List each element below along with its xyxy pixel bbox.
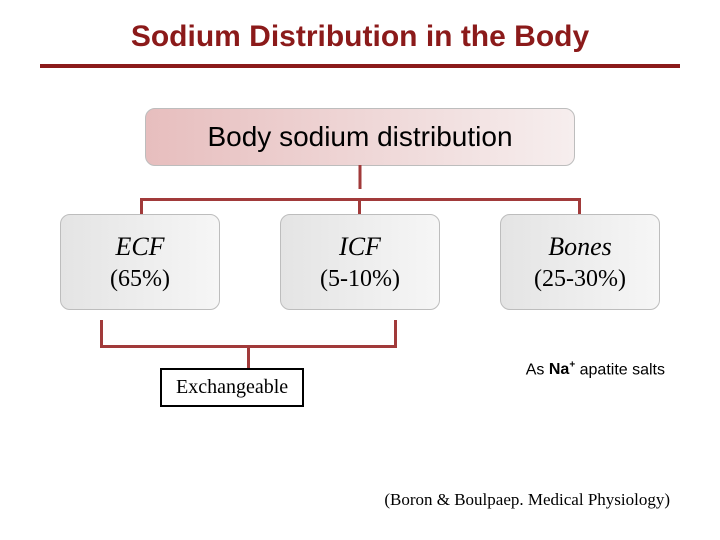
exchangeable-label-box: Exchangeable	[160, 368, 304, 407]
root-node: Body sodium distribution	[145, 108, 575, 166]
children-row: ECF (65%) ICF (5-10%) Bones (25-30%)	[60, 214, 660, 310]
citation: (Boron & Boulpaep. Medical Physiology)	[384, 490, 670, 510]
child-bones-name: Bones	[548, 232, 612, 262]
child-icf: ICF (5-10%)	[280, 214, 440, 310]
page-title: Sodium Distribution in the Body	[40, 20, 680, 64]
root-label: Body sodium distribution	[207, 121, 512, 153]
exchangeable-bracket	[100, 320, 397, 348]
slide: Sodium Distribution in the Body Body sod…	[0, 0, 720, 540]
child-ecf-pct: (65%)	[110, 266, 170, 293]
child-ecf-name: ECF	[115, 232, 164, 262]
exchangeable-bracket-stem	[247, 348, 250, 368]
child-icf-pct: (5-10%)	[320, 266, 400, 293]
note-prefix: As	[526, 361, 549, 378]
child-icf-name: ICF	[339, 232, 381, 262]
connector-root-stem	[359, 165, 362, 189]
child-bones: Bones (25-30%)	[500, 214, 660, 310]
note-bold: Na	[549, 361, 569, 378]
exchangeable-label: Exchangeable	[176, 376, 288, 398]
title-divider	[40, 64, 680, 68]
child-bones-pct: (25-30%)	[534, 266, 626, 293]
child-ecf: ECF (65%)	[60, 214, 220, 310]
bones-note: As Na+ apatite salts	[526, 360, 665, 379]
note-suffix: apatite salts	[575, 361, 665, 378]
